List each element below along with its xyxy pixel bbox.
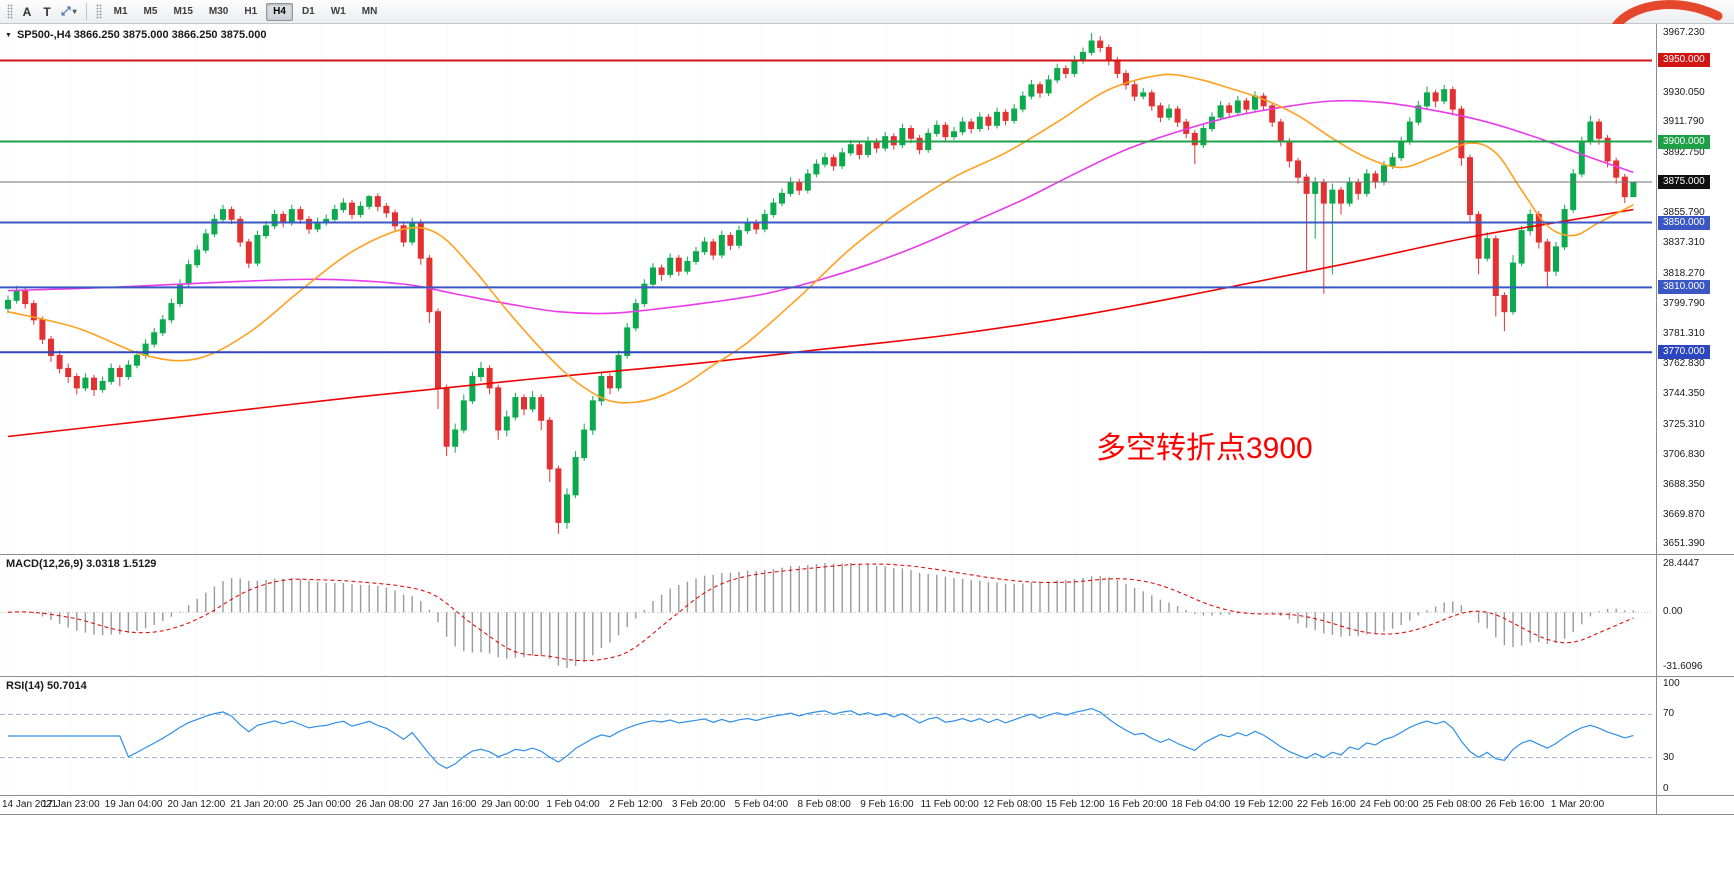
time-axis-label: 15 Feb 12:00 (1045, 799, 1105, 810)
price-axis-label: 3799.790 (1663, 297, 1705, 309)
time-axis-label: 26 Feb 16:00 (1485, 799, 1545, 810)
time-axis-label: 29 Jan 00:00 (481, 799, 540, 810)
time-axis-label: 18 Feb 04:00 (1171, 799, 1231, 810)
price-axis-label: 3688.350 (1663, 478, 1705, 490)
time-axis-label: 14 Jan 2021 (2, 799, 58, 810)
price-axis-label: 3837.310 (1663, 237, 1705, 249)
rsi-axis-label: 30 (1663, 751, 1675, 763)
price-level-badge: 3950.000 (1658, 53, 1710, 68)
macd-chart[interactable] (0, 555, 1656, 676)
annotation-text[interactable]: 多空转折点3900 (1096, 432, 1313, 465)
chart-title-row: ▼ SP500-,H4 3866.250 3875.000 3866.250 3… (5, 29, 267, 41)
price-level-badge: 3810.000 (1658, 280, 1710, 295)
price-axis-label: 3818.270 (1663, 267, 1705, 279)
time-axis[interactable]: 14 Jan 2021 17 Jan 23:00 19 Jan 04:00 20 Ja… (0, 796, 1656, 814)
price-level-badge: 3900.000 (1658, 134, 1710, 149)
time-axis-label: 21 Jan 20:00 (230, 799, 289, 810)
cursor-tool-button[interactable]: ⤢ ▾ (57, 2, 81, 22)
toolbar-separator (85, 3, 87, 20)
rsi-axis-label: 70 (1663, 708, 1675, 720)
rsi-chart[interactable] (0, 677, 1656, 795)
quick-trade-triangle[interactable]: ▼ (5, 31, 12, 39)
arrow-text-tool-button[interactable]: A (17, 2, 37, 22)
time-axis-label: 1 Feb 04:00 (546, 799, 600, 810)
price-scale[interactable]: 3967.230 3930.050 3911.790 3892.750 3855.790… (1656, 24, 1734, 814)
price-axis-label: 3669.870 (1663, 508, 1705, 520)
current-price-badge: 3875.000 (1658, 175, 1710, 190)
tf-button-h1[interactable]: H1 (237, 3, 264, 21)
macd-axis-label: 0.00 (1663, 606, 1683, 618)
panel-separator[interactable] (0, 554, 1734, 555)
tf-button-m5[interactable]: M5 (137, 3, 165, 21)
price-level-badge: 3770.000 (1658, 345, 1710, 360)
timeframe-toolbar: M1 M5 M15 M30 H1 H4 D1 W1 MN (106, 2, 386, 21)
tf-button-m15[interactable]: M15 (166, 3, 199, 21)
time-axis-label: 1 Mar 20:00 (1550, 799, 1605, 810)
timeframe-grip[interactable] (95, 4, 102, 19)
price-axis-label: 3892.750 (1663, 147, 1705, 159)
time-axis-label: 5 Feb 04:00 (734, 799, 789, 810)
time-axis-label: 26 Jan 08:00 (355, 799, 414, 810)
time-axis-label: 8 Feb 08:00 (797, 799, 851, 810)
macd-axis-label: -31.6096 (1663, 661, 1703, 672)
time-axis-label: 16 Feb 20:00 (1108, 799, 1168, 810)
time-axis-label: 11 Feb 00:00 (920, 799, 979, 810)
chart-area: ▼ SP500-,H4 3866.250 3875.000 3866.250 3… (0, 24, 1734, 895)
cursor-arrows-icon: ⤢ (61, 4, 71, 18)
price-axis-label: 3744.350 (1663, 387, 1705, 399)
price-axis-label: 3930.050 (1663, 86, 1705, 98)
time-axis-label: 19 Jan 04:00 (104, 799, 163, 810)
rsi-axis-label: 0 (1663, 783, 1669, 794)
price-axis-label: 3855.790 (1663, 207, 1705, 219)
panel-separator (0, 795, 1734, 796)
time-axis-label: 19 Feb 12:00 (1234, 799, 1294, 810)
price-axis-label: 3651.390 (1663, 538, 1705, 550)
time-axis-label: 3 Feb 20:00 (671, 799, 726, 810)
time-axis-label: 12 Feb 08:00 (983, 799, 1042, 810)
time-axis-label: 22 Feb 16:00 (1296, 799, 1356, 810)
price-level-badge: 3850.000 (1658, 215, 1710, 230)
price-axis-label: 3725.310 (1663, 418, 1705, 430)
chevron-down-icon: ▾ (72, 7, 77, 16)
tf-button-h4[interactable]: H4 (266, 2, 293, 21)
macd-panel[interactable]: MACD(12,26,9) 3.0318 1.5129 (0, 555, 1656, 676)
time-axis-label: 27 Jan 16:00 (418, 799, 477, 810)
time-axis-label: 20 Jan 12:00 (167, 799, 226, 810)
tf-button-d1[interactable]: D1 (295, 3, 322, 21)
time-axis-label: 17 Jan 23:00 (41, 799, 100, 810)
time-axis-label: 9 Feb 16:00 (860, 799, 914, 810)
tf-button-w1[interactable]: W1 (324, 3, 353, 21)
time-axis-label: 24 Feb 00:00 (1359, 799, 1419, 810)
time-axis-label: 25 Feb 08:00 (1422, 799, 1482, 810)
rsi-panel[interactable]: RSI(14) 50.7014 (0, 677, 1656, 795)
logo-swoosh (1611, 0, 1723, 24)
candlestick-chart[interactable] (0, 24, 1656, 554)
rsi-axis-label: 100 (1663, 678, 1680, 689)
time-axis-label: 2 Feb 12:00 (609, 799, 663, 810)
rsi-label: RSI(14) 50.7014 (6, 680, 87, 692)
price-axis-label: 3911.790 (1663, 116, 1704, 128)
time-axis-label: 25 Jan 00:00 (292, 799, 351, 810)
chart-bottom-frame (0, 814, 1734, 815)
main-chart-panel[interactable]: ▼ SP500-,H4 3866.250 3875.000 3866.250 3… (0, 24, 1656, 554)
broker-logo (1606, 0, 1726, 24)
price-axis-label: 3781.310 (1663, 327, 1705, 339)
tf-button-mn[interactable]: MN (355, 3, 385, 21)
toolbar-grip[interactable] (7, 4, 13, 19)
tf-button-m30[interactable]: M30 (202, 3, 235, 21)
price-axis-label: 3762.830 (1663, 357, 1705, 369)
macd-label: MACD(12,26,9) 3.0318 1.5129 (6, 558, 157, 570)
toolbar: A T ⤢ ▾ M1 M5 M15 M30 H1 H4 D1 W1 MN (0, 0, 1734, 24)
chart-title: SP500-,H4 3866.250 3875.000 3866.250 387… (16, 29, 267, 41)
tf-button-m1[interactable]: M1 (107, 3, 135, 21)
panel-separator[interactable] (0, 676, 1734, 677)
macd-axis-label: 28.4447 (1663, 558, 1700, 569)
text-tool-button[interactable]: T (37, 2, 57, 22)
price-axis-label: 3706.830 (1663, 448, 1705, 460)
price-axis-label: 3967.230 (1663, 26, 1705, 38)
